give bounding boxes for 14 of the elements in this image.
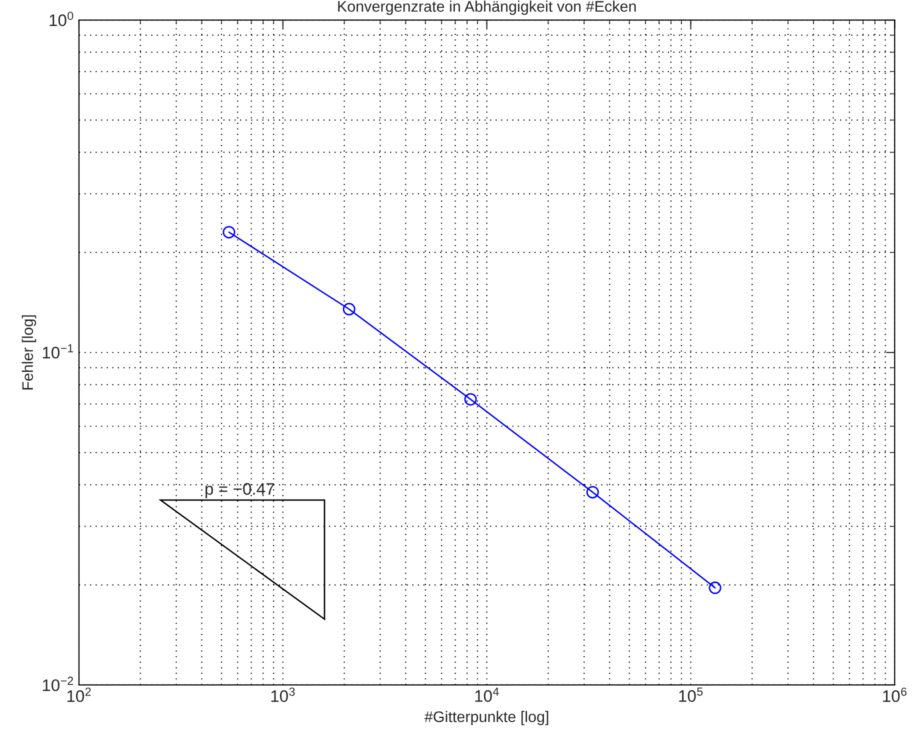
chart-title: Konvergenzrate in Abhängigkeit von #Ecken [338,0,636,15]
y-axis-title: Fehler [log] [22,315,36,390]
y-tick-label: 10$^{−1}$ [42,344,74,359]
x-tick-label: 10$^{6}$ [883,688,907,702]
annotation: p = −0.47 [206,483,274,498]
x-tick-label: 10$^{4}$ [475,688,499,702]
point [342,302,356,316]
y-tick-label: 10$^{0}$ [50,12,74,26]
x-axis-title: #Gitterpunkte [log] [424,710,548,726]
x-tick-label: 10$^{3}$ [271,688,295,702]
point [586,486,599,498]
point [708,582,722,594]
point [464,393,477,406]
x-tick-label: 10$^{5}$ [679,688,703,702]
